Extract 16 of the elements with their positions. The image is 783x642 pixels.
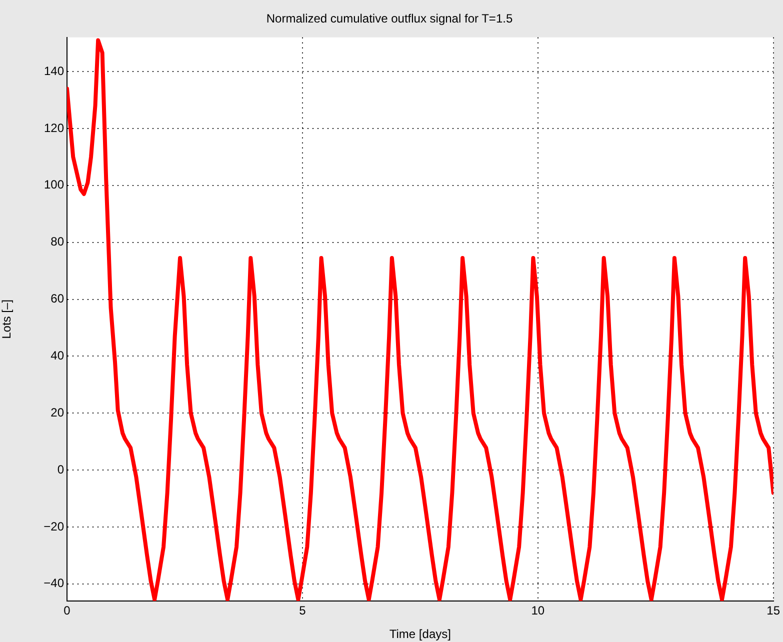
x-tick-label: 15 xyxy=(766,604,780,618)
y-axis-title: Lots [–] xyxy=(0,300,14,339)
chart-title: Normalized cumulative outflux signal for T=1.5 xyxy=(266,12,513,26)
y-tick-label: −40 xyxy=(44,576,64,590)
x-tick-label: 10 xyxy=(531,604,545,618)
y-tick-label: 140 xyxy=(44,64,64,78)
y-tick-label: 100 xyxy=(44,178,64,192)
y-tick-label: 40 xyxy=(50,348,64,363)
x-tick-label: 5 xyxy=(299,604,306,618)
y-tick-label: 0 xyxy=(57,462,64,476)
y-tick-label: −20 xyxy=(44,519,64,534)
y-tick-label: 80 xyxy=(50,234,64,249)
y-tick-label: 60 xyxy=(50,292,64,306)
y-tick-label: 20 xyxy=(50,405,64,420)
x-axis-title: Time [days] xyxy=(389,627,451,642)
y-tick-label: 120 xyxy=(44,120,64,135)
